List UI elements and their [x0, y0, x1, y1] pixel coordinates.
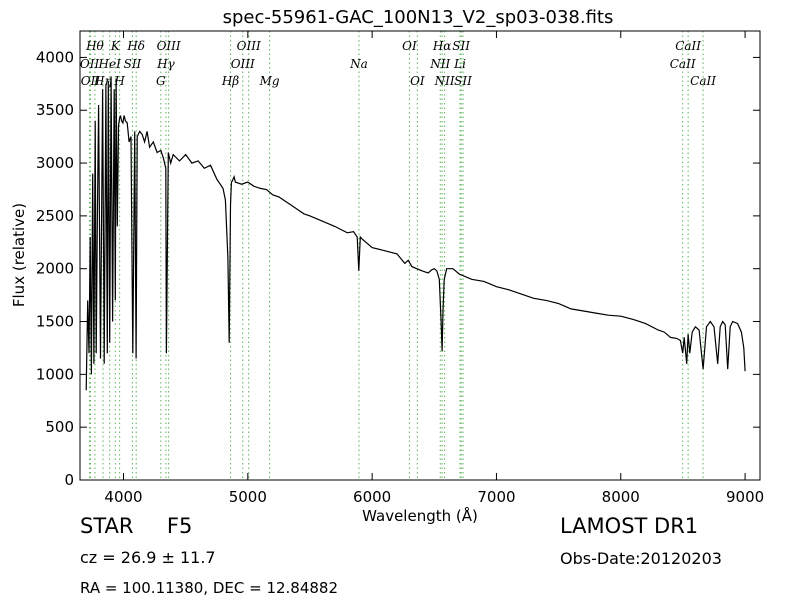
x-tick-label-4: 8000	[602, 488, 640, 506]
line-marker-label-11: OIII	[157, 39, 181, 53]
y-tick-label-3: 1500	[36, 313, 74, 331]
y-axis-ticks: 0 500 1000 1500 2000 2500 3000 3500 4000	[36, 48, 760, 489]
chart-title: spec-55961-GAC_100N13_V2_sp03-038.fits	[223, 7, 614, 28]
line-marker-label-12: Hβ	[221, 74, 239, 88]
spectrum-line	[85, 76, 746, 391]
line-marker-label-24: SII	[454, 74, 472, 88]
coordinates-text: RA = 100.11380, DEC = 12.84882	[80, 579, 339, 597]
line-marker-label-4: HeI	[98, 57, 122, 71]
x-tick-label-1: 5000	[229, 488, 267, 506]
plot-frame	[79, 30, 761, 481]
line-marker-label-13: OIII	[231, 57, 255, 71]
x-tick-label-5: 9000	[726, 488, 764, 506]
object-class-text: STAR	[80, 514, 134, 538]
line-marker-label-16: Na	[349, 57, 368, 71]
line-marker-label-8: Hδ	[126, 39, 145, 53]
line-marker-label-9: G	[156, 74, 166, 88]
x-tick-label-2: 6000	[353, 488, 391, 506]
object-class: STAR F5	[80, 514, 192, 538]
line-marker-label-0: OII	[80, 57, 100, 71]
line-marker-label-17: OI	[402, 39, 417, 53]
line-marker-label-25: CaII	[670, 57, 696, 71]
line-marker-label-15: Mg	[259, 74, 280, 88]
line-marker-label-7: SII	[124, 57, 142, 71]
obs-date-text: Obs-Date:20120203	[560, 549, 722, 568]
line-marker-label-21: NII	[434, 74, 455, 88]
survey-text: LAMOST DR1	[560, 514, 699, 538]
x-tick-label-0: 4000	[104, 488, 142, 506]
y-tick-label-6: 3000	[36, 154, 74, 172]
line-marker-label-6: H	[113, 74, 125, 88]
y-tick-label-2: 1000	[36, 365, 74, 383]
line-marker-label-18: OI	[410, 74, 425, 88]
y-tick-label-8: 4000	[36, 48, 74, 66]
y-tick-label-4: 2000	[36, 260, 74, 278]
line-marker-label-5: K	[110, 39, 121, 53]
y-tick-label-5: 2500	[36, 207, 74, 225]
line-marker-labels: OII OII Hθ Hη HeI K H SII Hδ G Hγ OIII Hβ OIII OIII Mg N…	[80, 39, 716, 88]
y-axis-label: Flux (relative)	[10, 203, 28, 307]
line-marker-label-19: NII	[429, 57, 450, 71]
line-markers	[89, 31, 704, 480]
subclass-text: F5	[166, 514, 193, 538]
line-marker-label-2: Hθ	[85, 39, 104, 53]
line-marker-label-3: Hη	[93, 74, 112, 88]
x-tick-label-3: 7000	[477, 488, 515, 506]
x-axis-ticks: 4000 5000 6000 7000 8000 9000	[104, 31, 764, 506]
line-marker-label-1: OII	[81, 74, 101, 88]
y-tick-label-0: 0	[64, 471, 74, 489]
line-marker-label-22: Li	[453, 57, 466, 71]
line-marker-label-20: Hα	[432, 39, 452, 53]
y-tick-label-7: 3500	[36, 101, 74, 119]
line-marker-label-26: CaII	[675, 39, 701, 53]
line-marker-label-10: Hγ	[156, 57, 175, 71]
line-marker-label-23: SII	[452, 39, 470, 53]
line-marker-label-14: OIII	[237, 39, 261, 53]
line-marker-label-27: CaII	[690, 74, 716, 88]
y-tick-label-1: 500	[45, 418, 74, 436]
redshift-text: cz = 26.9 ± 11.7	[80, 548, 216, 567]
x-axis-label: Wavelength (Å)	[362, 506, 478, 525]
